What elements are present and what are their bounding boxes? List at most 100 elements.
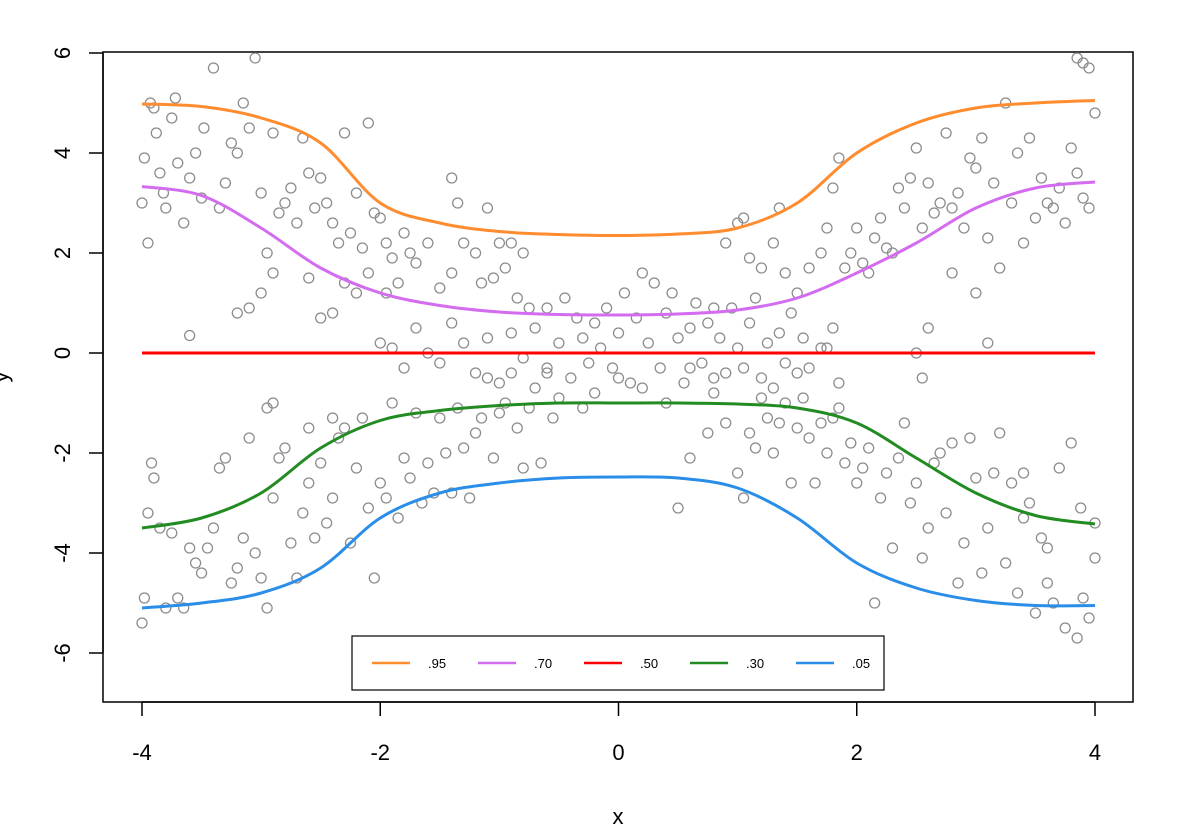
data-point [720,237,732,249]
data-point [988,467,1000,479]
data-point [178,602,190,614]
data-point [773,327,785,339]
data-point [726,302,738,314]
data-point [231,307,243,319]
data-point [636,382,648,394]
data-point [940,127,952,139]
data-point [505,237,517,249]
data-point [237,532,249,544]
data-point [172,157,184,169]
data-point [338,422,351,434]
data-point [1017,237,1030,249]
data-point [761,337,774,349]
data-point [696,357,708,369]
data-point [178,217,190,229]
data-point [398,452,410,464]
data-point [904,497,917,509]
data-point [183,172,196,184]
data-point [648,277,660,289]
data-point [392,277,404,289]
data-point [237,97,249,109]
data-point [303,477,315,489]
data-point [624,377,637,389]
data-point [886,542,899,554]
data-point [839,262,851,274]
data-point [743,317,756,329]
data-point [499,262,511,274]
data-point [934,197,946,209]
data-point [868,232,881,244]
data-point [326,412,339,424]
data-point [809,477,821,489]
data-point [1005,197,1018,209]
data-point [160,202,172,214]
data-point [541,367,553,379]
data-point [1035,172,1048,184]
x-tick-label: -2 [370,740,390,765]
x-tick-label: 2 [851,740,863,765]
data-point [642,337,654,349]
data-point [994,427,1006,439]
data-point [469,247,482,259]
data-point [434,282,446,294]
data-point [463,492,476,504]
data-point [958,537,970,549]
data-point [189,147,202,159]
data-point [636,267,648,279]
data-point [326,492,339,504]
data-point [326,217,339,229]
data-point [1059,622,1071,634]
data-point [970,472,982,484]
data-point [702,317,714,329]
data-point [303,167,315,179]
y-tick-label: -4 [50,543,75,563]
data-point [446,267,458,279]
data-point [845,247,857,259]
data-point [708,387,720,399]
data-point [511,422,523,434]
data-point [481,372,494,384]
data-point [198,122,210,134]
quantile-lines [141,99,1096,610]
data-point [1059,217,1071,229]
data-point [767,382,780,394]
data-point [267,492,279,504]
data-point [821,447,833,459]
plot-frame [102,51,1134,703]
data-point [583,357,595,369]
data-point [207,62,220,74]
data-point [964,152,976,164]
data-point [166,527,178,539]
data-point [684,362,696,374]
data-point [946,437,958,449]
data-point [1083,202,1095,214]
data-point [702,427,714,439]
data-point [910,142,922,154]
data-point [577,332,589,344]
data-point [559,292,571,304]
data-point [279,197,291,209]
data-point [1000,557,1012,569]
data-point [720,417,732,429]
data-point [1065,437,1077,449]
data-point [523,302,535,314]
data-point [255,187,267,199]
data-point [422,237,434,249]
data-point [755,372,768,384]
data-point [410,322,422,334]
data-point [273,207,285,219]
data-point [779,267,791,279]
data-point [469,427,482,439]
data-point [297,507,309,519]
data-point [839,457,851,469]
data-point [571,312,583,324]
data-point [309,202,321,214]
data-point [684,452,696,464]
data-point [898,417,911,429]
data-point [487,452,500,464]
data-point [904,172,917,184]
data-point [851,222,863,234]
data-point [749,292,762,304]
data-point [600,302,613,314]
y-tick-label: -2 [50,443,75,463]
